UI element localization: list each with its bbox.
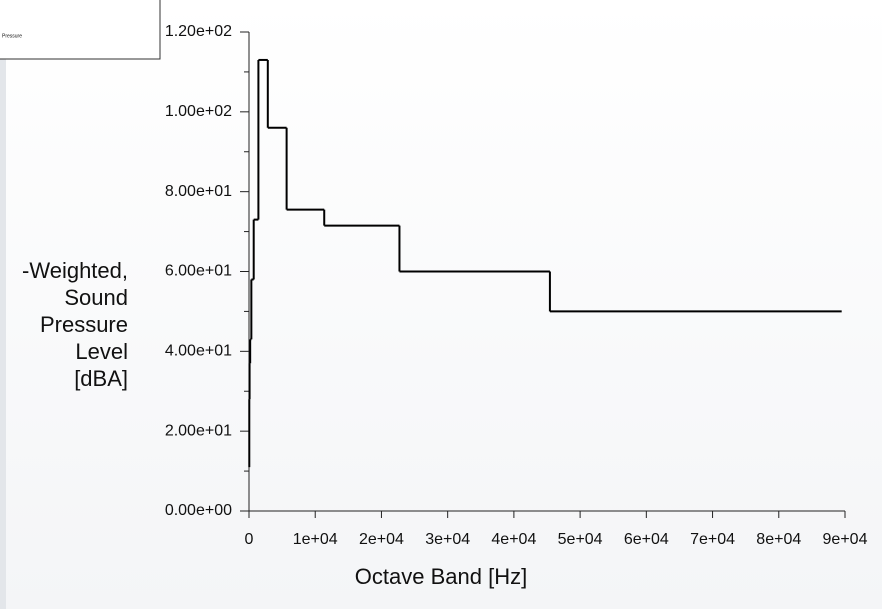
y-tick-label: 8.00e+01 (165, 183, 232, 200)
x-tick-label: 3e+04 (425, 531, 470, 548)
x-axis-label: Octave Band [Hz] (355, 564, 527, 589)
y-tick-label: 2.00e+01 (165, 422, 232, 439)
x-tick-label: 1e+04 (293, 531, 338, 548)
y-axis-label: Sound (64, 285, 128, 310)
y-axis-label: Level (75, 339, 128, 364)
y-tick-label: 1.00e+02 (165, 103, 232, 120)
x-tick-label: 7e+04 (690, 531, 735, 548)
y-axis-label: [dBA] (74, 366, 128, 391)
left-edge (0, 0, 6, 609)
x-tick-label: 6e+04 (624, 531, 669, 548)
y-axis-label: -Weighted, (22, 258, 128, 283)
legend-label: Pressure (2, 33, 22, 39)
y-tick-label: 1.20e+02 (165, 23, 232, 40)
x-tick-label: 9e+04 (823, 531, 868, 548)
x-tick-label: 5e+04 (558, 531, 603, 548)
legend-box (0, 0, 161, 60)
y-axis-label: Pressure (40, 312, 128, 337)
y-tick-label: 0.00e+00 (165, 502, 232, 519)
y-tick-label: 6.00e+01 (165, 263, 232, 280)
y-tick-label: 4.00e+01 (165, 343, 232, 360)
x-tick-label: 2e+04 (359, 531, 404, 548)
x-tick-label: 0 (245, 531, 254, 548)
x-tick-label: 8e+04 (756, 531, 801, 548)
x-tick-label: 4e+04 (491, 531, 536, 548)
